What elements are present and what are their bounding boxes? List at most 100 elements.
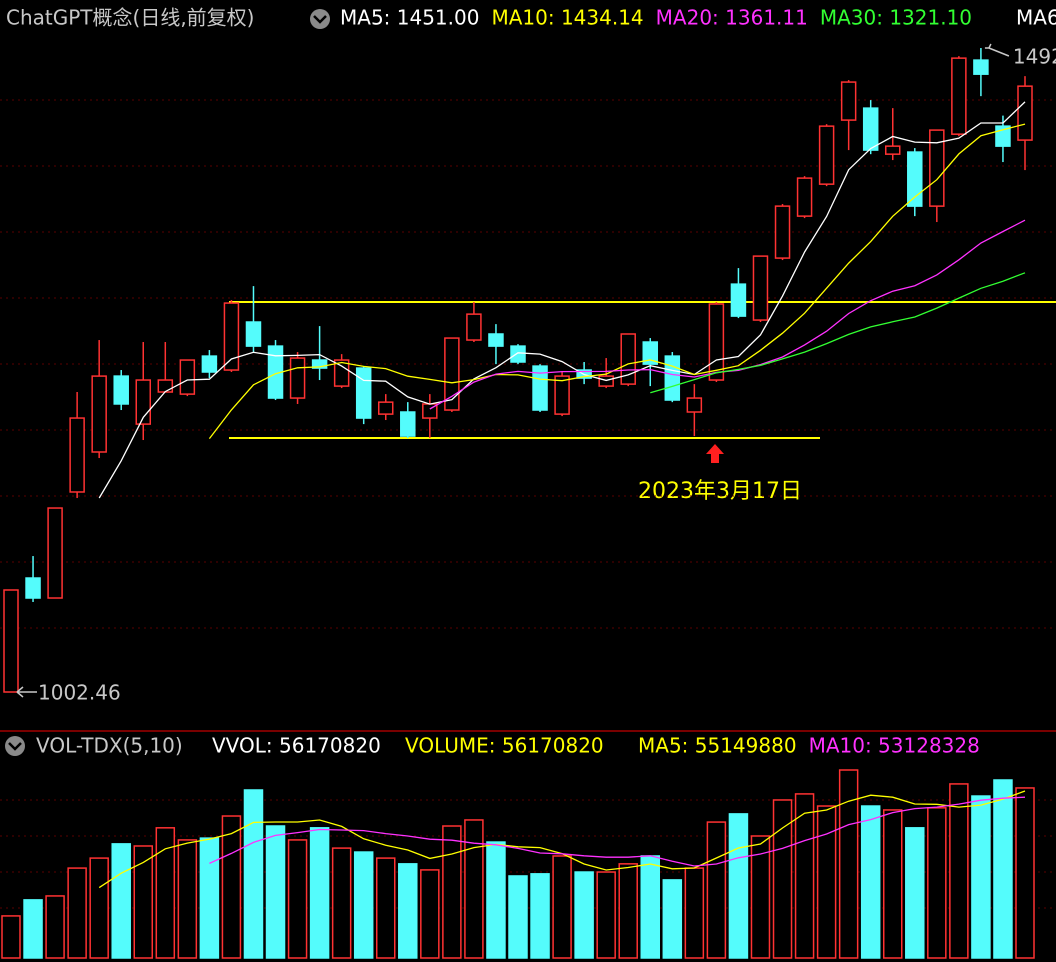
volume-bar bbox=[133, 845, 154, 959]
volume-bar bbox=[530, 873, 550, 959]
candle-body bbox=[47, 507, 63, 599]
candle-body bbox=[444, 337, 460, 411]
volume-bar bbox=[177, 839, 198, 959]
candle-body bbox=[91, 375, 107, 453]
candle-body bbox=[289, 357, 306, 399]
candle-body bbox=[333, 359, 350, 387]
volume-bar bbox=[243, 789, 264, 959]
volume-bar bbox=[706, 821, 727, 959]
candle-body bbox=[642, 341, 659, 365]
volume-bar bbox=[155, 827, 176, 959]
candle-body bbox=[840, 81, 857, 121]
candle-body bbox=[951, 57, 967, 135]
candle-body bbox=[179, 359, 196, 395]
volume-bar bbox=[89, 857, 109, 959]
volume-bar bbox=[67, 867, 87, 959]
volume-bar bbox=[1, 915, 21, 959]
candle-body bbox=[752, 255, 769, 321]
volume-bar bbox=[662, 879, 683, 959]
volume-bar bbox=[265, 825, 286, 959]
candle-body bbox=[907, 151, 923, 207]
legend-item: MA5: 1451.00 bbox=[340, 6, 479, 30]
candle-body bbox=[466, 313, 482, 341]
candle-body bbox=[69, 417, 85, 493]
menu-icon bbox=[313, 15, 327, 24]
candle-body bbox=[355, 367, 372, 419]
candle-body bbox=[3, 589, 19, 693]
volume-legend: VOLUME: 56170820 bbox=[405, 734, 604, 758]
volume-bar bbox=[750, 835, 771, 959]
candle-body bbox=[25, 577, 41, 599]
volume-bar bbox=[508, 875, 528, 959]
volume-bar bbox=[905, 827, 925, 959]
volume-bar bbox=[838, 769, 859, 959]
volume-bar bbox=[816, 805, 837, 959]
volume-bar bbox=[375, 857, 396, 959]
candle-body bbox=[377, 401, 394, 415]
volume-bar bbox=[199, 837, 220, 959]
volume-bar bbox=[993, 779, 1013, 959]
volume-title: VOL-TDX(5,10) bbox=[36, 734, 183, 758]
candle-body bbox=[686, 397, 703, 413]
volume-bar bbox=[464, 819, 484, 959]
ma-line bbox=[650, 272, 1026, 394]
volume-bar bbox=[331, 847, 352, 959]
legend-item: MA20: 1361.11 bbox=[656, 6, 808, 30]
ma-line bbox=[98, 101, 1026, 499]
candle-body bbox=[1017, 85, 1033, 141]
ma-line bbox=[209, 796, 1026, 867]
volume-bar bbox=[552, 855, 572, 959]
volume-bar bbox=[927, 807, 947, 959]
candle-body bbox=[929, 129, 945, 207]
annotation: 2023年3月17日 bbox=[638, 479, 802, 504]
volume-bar bbox=[971, 795, 991, 959]
volume-bar bbox=[949, 783, 969, 959]
volume-bar bbox=[111, 843, 131, 959]
volume-bar bbox=[596, 871, 616, 959]
candle-body bbox=[488, 333, 504, 347]
volume-bar bbox=[640, 855, 661, 959]
volume-bar bbox=[287, 839, 308, 959]
menu-button[interactable] bbox=[5, 736, 25, 756]
legend-item: MA5: 55149880 bbox=[638, 734, 797, 758]
volume-bar bbox=[353, 851, 374, 959]
volume-bar bbox=[860, 805, 881, 959]
volume-bar bbox=[486, 841, 506, 959]
min-label: 1002.46 bbox=[38, 681, 121, 705]
volume-bar bbox=[794, 793, 815, 959]
ma-line bbox=[208, 123, 1026, 439]
candle-body bbox=[973, 59, 989, 75]
legend-item: MA10: 53128328 bbox=[809, 734, 980, 758]
volume-bar bbox=[574, 871, 594, 959]
candle-body bbox=[664, 355, 681, 401]
candle-body bbox=[620, 333, 636, 385]
candle-body bbox=[708, 303, 725, 381]
volume-bar bbox=[309, 827, 330, 959]
candle-body bbox=[311, 359, 328, 369]
candle-body bbox=[400, 411, 416, 437]
volume-bar bbox=[221, 815, 242, 959]
volume-bar bbox=[23, 899, 43, 959]
volume-bar bbox=[728, 813, 749, 959]
candle-body bbox=[554, 375, 570, 415]
candle-body bbox=[532, 365, 548, 411]
menu-button[interactable] bbox=[310, 9, 330, 29]
volume-bar bbox=[420, 869, 440, 959]
candle-body bbox=[245, 321, 262, 347]
volume-bar bbox=[398, 863, 418, 959]
volume-bar bbox=[684, 867, 705, 959]
volume-bar bbox=[882, 809, 903, 959]
max-pointer bbox=[984, 43, 1010, 57]
legend-item: MA30: 1321.10 bbox=[820, 6, 972, 30]
annotation-arrow bbox=[706, 444, 724, 463]
volume-bar bbox=[618, 863, 638, 959]
vvol-label: VVOL: 56170820 bbox=[212, 734, 381, 758]
legend-item: MA6 bbox=[1016, 6, 1056, 30]
candle-body bbox=[862, 107, 879, 151]
candle-body bbox=[113, 375, 129, 405]
candle-body bbox=[818, 125, 835, 185]
volume-bar bbox=[442, 825, 462, 959]
candle-body bbox=[223, 302, 240, 371]
